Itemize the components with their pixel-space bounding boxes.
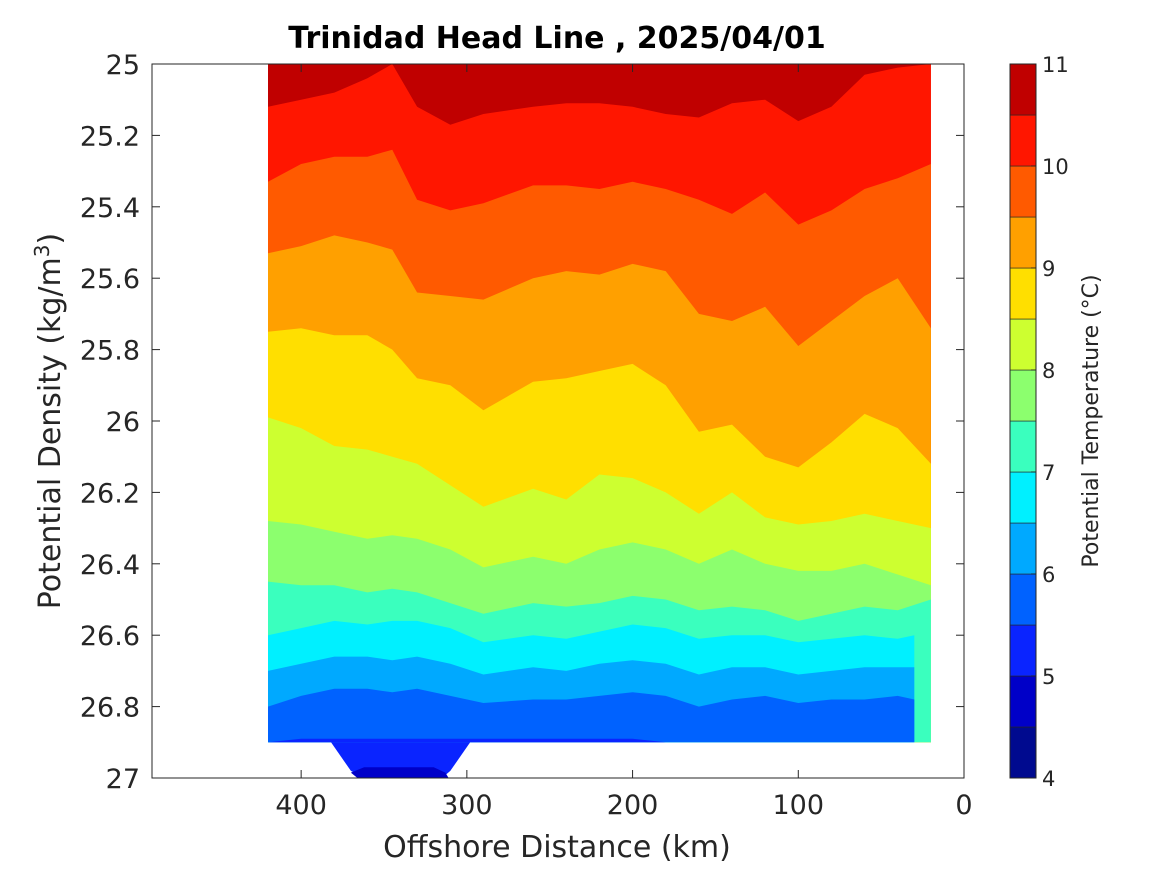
- y-tick-label: 27: [106, 764, 140, 795]
- x-tick-label: 0: [955, 790, 972, 821]
- colorbar-band: [1009, 573, 1037, 626]
- colorbar-tick-label: 6: [1042, 563, 1055, 587]
- plot-area: 400 300 200 100 0 25 25.2 25.4 25.6 25.8 26 26.2 26…: [80, 50, 973, 821]
- y-tick-label: 25.6: [80, 264, 140, 295]
- x-tick-label: 200: [607, 790, 659, 821]
- colorbar-band: [1009, 420, 1037, 473]
- contour-deepest-blob: [350, 767, 449, 778]
- y-tick-label: 25.2: [80, 121, 140, 152]
- colorbar-tick-label: 8: [1042, 359, 1055, 383]
- x-axis-label: Offshore Distance (km): [383, 830, 731, 865]
- colorbar-band: [1009, 675, 1037, 728]
- colorbar-band: [1009, 726, 1037, 779]
- y-tick-label: 25.4: [80, 193, 140, 224]
- colorbar-label: Potential Temperature (°C): [1079, 274, 1104, 567]
- y-tick-label: 26.2: [80, 478, 140, 509]
- contour-layer: [268, 64, 931, 778]
- colorbar-tick-label: 11: [1042, 53, 1069, 77]
- colorbar-band: [1009, 369, 1037, 422]
- colorbar-bands: [1009, 63, 1037, 779]
- colorbar-band: [1009, 471, 1037, 524]
- colorbar-tick-label: 7: [1042, 461, 1055, 485]
- colorbar-band: [1009, 267, 1037, 320]
- contour-band-5.5: [268, 738, 915, 743]
- colorbar-band: [1009, 522, 1037, 575]
- colorbar-tick-label: 5: [1042, 665, 1055, 689]
- colorbar-tick-label: 10: [1042, 155, 1069, 179]
- y-axis-label: Potential Density (kg/m3): [30, 233, 68, 609]
- colorbar-band: [1009, 114, 1037, 167]
- chart-title: Trinidad Head Line , 2025/04/01: [288, 21, 825, 56]
- x-tick-label: 300: [441, 790, 493, 821]
- x-tick-label: 400: [275, 790, 327, 821]
- contour-band-6: [268, 688, 915, 743]
- y-tick-label: 26.6: [80, 621, 140, 652]
- x-tick-label: 100: [773, 790, 825, 821]
- y-axis-label-main: Potential Density (kg/m: [33, 257, 68, 609]
- colorbar: 4 5 6 7 8 9 10 11: [1009, 53, 1069, 791]
- colorbar-tick-label: 9: [1042, 257, 1055, 281]
- y-tick-label: 25: [106, 50, 140, 81]
- y-tick-label: 25.8: [80, 336, 140, 367]
- colorbar-band: [1009, 216, 1037, 269]
- y-tick-label: 26: [106, 407, 140, 438]
- y-axis-label-superscript: 3: [30, 244, 54, 257]
- colorbar-band: [1009, 165, 1037, 218]
- y-tick-label: 26.4: [80, 550, 140, 581]
- colorbar-band: [1009, 624, 1037, 677]
- colorbar-frame: [1009, 63, 1037, 779]
- y-tick-label: 26.8: [80, 693, 140, 724]
- y-axis: 25 25.2 25.4 25.6 25.8 26 26.2 26.4 26.6 26.8 27: [80, 50, 964, 795]
- colorbar-tick-label: 4: [1042, 767, 1055, 791]
- colorbar-band: [1009, 63, 1037, 116]
- colorbar-ticks: 4 5 6 7 8 9 10 11: [1031, 53, 1069, 791]
- y-axis-label-suffix: ): [33, 233, 68, 245]
- x-axis: 400 300 200 100 0: [275, 64, 973, 821]
- colorbar-band: [1009, 318, 1037, 371]
